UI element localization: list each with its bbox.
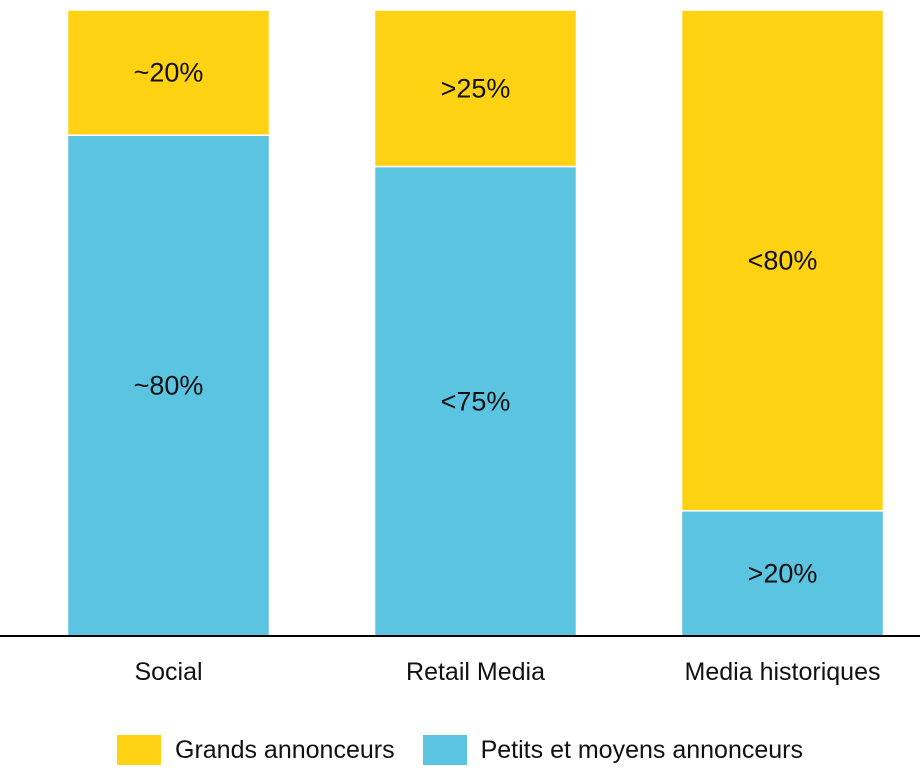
legend-swatch-petits-moyens-annonceurs	[422, 735, 467, 765]
legend-item-petits-moyens-annonceurs: Petits et moyens annonceurs	[422, 735, 803, 765]
category-label-media-historiques: Media historiques	[685, 658, 881, 686]
data-label-media-historiques-grands-annonceurs: <80%	[748, 245, 818, 275]
legend-label-petits-moyens-annonceurs: Petits et moyens annonceurs	[480, 735, 803, 764]
bar-segment-social-grands-annonceurs	[66, 9, 271, 136]
category-label-social: Social	[134, 658, 202, 686]
bar-segment-retail-media-grands-annonceurs	[373, 9, 578, 168]
legend-label-grands-annonceurs: Grands annonceurs	[175, 735, 395, 764]
data-label-retail-media-petits-et-moyens-annonceurs: <75%	[441, 386, 511, 416]
bar-segment-media-historiques-grands-annonceurs	[680, 9, 885, 512]
data-label-social-petits-et-moyens-annonceurs: ~80%	[134, 371, 204, 401]
data-label-retail-media-grands-annonceurs: >25%	[441, 73, 511, 103]
bar-segment-social-petits-et-moyens-annonceurs	[66, 134, 271, 637]
category-label-retail-media: Retail Media	[406, 658, 545, 686]
legend: Grands annonceurs Petits et moyens annon…	[0, 727, 920, 773]
bar-segment-media-historiques-petits-et-moyens-annonceurs	[680, 510, 885, 637]
segment-labels-layer: ~80% ~20% <75% >25% >20% <80%	[134, 58, 818, 589]
legend-swatch-grands-annonceurs	[117, 735, 161, 765]
category-labels-layer: Social Retail Media Media historiques	[134, 658, 880, 686]
bars-layer	[66, 9, 885, 637]
legend-item-grands-annonceurs: Grands annonceurs	[117, 735, 395, 765]
data-label-social-grands-annonceurs: ~20%	[134, 58, 204, 88]
data-label-media-historiques-petits-et-moyens-annonceurs: >20%	[748, 558, 818, 588]
